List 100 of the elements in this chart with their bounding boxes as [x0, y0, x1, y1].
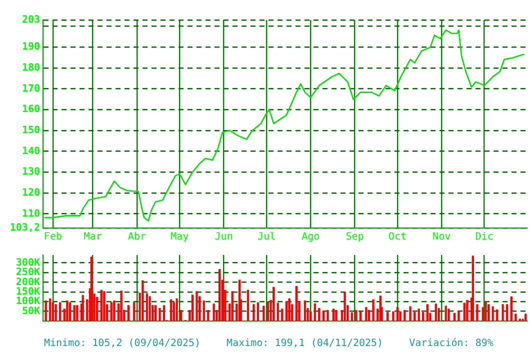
bar [276, 302, 279, 321]
bar [218, 269, 221, 321]
bar [133, 302, 136, 321]
bar [444, 306, 447, 321]
bar [252, 304, 255, 321]
bar [355, 310, 358, 321]
text: Maximo: 199,1 (04/11/2025) [226, 338, 384, 349]
bar [127, 305, 130, 321]
bar [272, 286, 275, 321]
bar [103, 291, 106, 321]
bar [170, 299, 172, 321]
bar [496, 309, 498, 321]
bar [120, 290, 122, 321]
bar [350, 312, 353, 321]
bar [506, 304, 508, 321]
y-tick-label: 150K [16, 286, 40, 298]
bar [502, 304, 504, 321]
bar [476, 304, 478, 321]
bar [262, 306, 265, 321]
bar [146, 293, 148, 321]
bar [514, 314, 517, 321]
bar [100, 290, 102, 321]
y-tick-label: 300K [16, 257, 40, 268]
bar [434, 304, 437, 321]
bar [82, 295, 84, 321]
bar [372, 299, 374, 321]
bar [403, 310, 406, 321]
y-tick-label: 200K [16, 276, 40, 288]
x-tick-label: Jun [214, 232, 233, 243]
bar [110, 302, 112, 321]
x-tick-label: May [170, 232, 189, 243]
bar [409, 306, 412, 321]
bar [314, 303, 316, 321]
bar [399, 311, 402, 321]
bar [231, 291, 234, 321]
y-tick-label: 250K [16, 267, 40, 278]
bar [113, 300, 116, 321]
y-tick-label: 130 [22, 166, 40, 178]
bar [73, 305, 76, 321]
y-tick-label: 170 [22, 83, 40, 94]
bar [162, 305, 166, 321]
y-tick-label: 160 [22, 104, 40, 116]
bar [44, 300, 47, 321]
x-tick-label: Dic [475, 232, 494, 243]
bar [202, 300, 205, 321]
y-tick-label: 120 [22, 188, 40, 199]
bar [266, 301, 269, 321]
bar [448, 308, 450, 321]
bar [76, 305, 78, 321]
bar [148, 296, 151, 321]
bar [281, 308, 284, 321]
bar [365, 307, 368, 321]
bar [487, 304, 490, 321]
bar [246, 290, 250, 321]
bar [158, 308, 161, 321]
bar [335, 310, 338, 321]
bar [458, 310, 460, 321]
bar [295, 286, 298, 321]
x-tick-label: Ago [302, 232, 320, 243]
bar [52, 302, 54, 321]
bar [426, 304, 428, 321]
bar [418, 308, 420, 321]
bar [285, 301, 288, 321]
y-tick-label: 140 [22, 146, 40, 157]
bar [191, 294, 194, 321]
bar [66, 300, 68, 321]
text: Variación: 89% [409, 338, 494, 349]
y-tick-label: 203 [22, 14, 40, 26]
bar [54, 304, 57, 321]
bar [318, 308, 320, 321]
bar [322, 310, 325, 321]
bar [96, 296, 98, 321]
bar [422, 312, 424, 321]
bar [463, 302, 466, 321]
bar [154, 305, 157, 321]
bar [510, 296, 512, 321]
bar [466, 300, 468, 321]
y-tick-label: 100K [16, 296, 40, 308]
bar [359, 311, 362, 321]
bar [396, 307, 399, 321]
x-tick-label: Jul [257, 232, 276, 243]
bar [332, 308, 334, 321]
y-tick-label: 110 [22, 208, 40, 220]
x-tick-label: Sep [346, 232, 364, 243]
bar [180, 310, 182, 321]
bar [484, 301, 487, 321]
x-tick-label: Feb [44, 232, 62, 243]
bar [368, 310, 370, 321]
y-tick-label: 190 [22, 42, 40, 53]
bar [326, 310, 329, 321]
y-tick-label: 180 [22, 62, 40, 74]
bar [310, 311, 312, 321]
bar [524, 314, 527, 321]
bar [212, 304, 215, 321]
bar [386, 312, 389, 321]
bar [68, 302, 72, 321]
bar [176, 298, 178, 321]
bar [172, 302, 176, 321]
bar [344, 292, 346, 321]
x-tick-label: Abr [128, 232, 146, 243]
